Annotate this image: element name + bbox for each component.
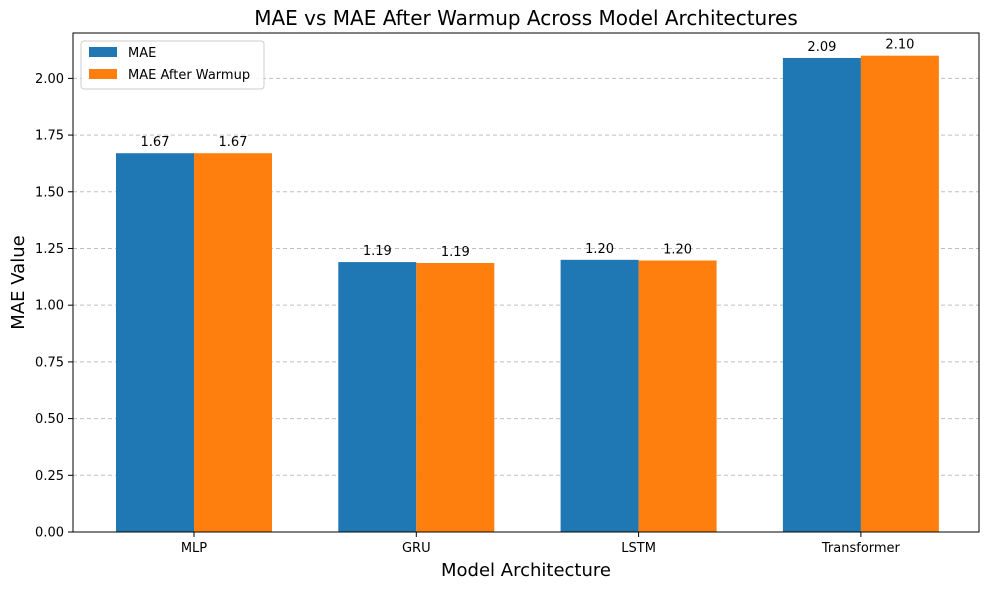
x-axis-ticks: MLP GRU LSTM Transformer	[181, 532, 901, 556]
legend-label-mae-after-warmup: MAE After Warmup	[128, 68, 250, 83]
y-tick-label: 0.25	[35, 469, 64, 484]
legend-box	[80, 40, 265, 90]
y-tick-label: 0.50	[35, 412, 64, 427]
y-tick-label: 1.25	[35, 242, 64, 257]
bar-mae-gru	[338, 262, 417, 532]
legend-swatch-mae	[89, 47, 117, 57]
bar-mae-lstm	[560, 259, 639, 532]
bar-value-label: 1.67	[219, 135, 248, 150]
y-tick-label: 1.75	[35, 129, 64, 144]
legend-label-mae: MAE	[128, 46, 156, 61]
bar-value-labels: 1.67 1.67 1.19 1.19 1.20 1.20 2.09 2.10	[141, 38, 915, 260]
bars	[116, 55, 939, 533]
bar-value-label: 1.67	[141, 135, 170, 150]
bar-value-label: 2.10	[885, 38, 914, 53]
y-tick-label: 1.50	[35, 185, 64, 200]
y-tick-label: 0.75	[35, 355, 64, 370]
x-tick-label: GRU	[402, 541, 431, 556]
bar-value-label: 1.19	[363, 244, 392, 259]
bar-value-label: 1.20	[585, 242, 614, 257]
bar-value-label: 1.20	[663, 242, 692, 257]
bar-mae-after-warmup-lstm	[638, 260, 717, 532]
plot-area-frame	[72, 32, 980, 533]
y-axis-ticks: 0.00 0.25 0.50 0.75 1.00 1.25 1.50 1.75 2.00	[35, 72, 73, 541]
bar-value-label: 2.09	[807, 40, 836, 55]
legend-swatch-mae-after-warmup	[89, 69, 117, 79]
bar-mae-mlp	[116, 153, 194, 533]
x-axis-label: Model Architecture	[441, 560, 611, 581]
x-tick-label: MLP	[181, 541, 207, 556]
y-tick-label: 2.00	[35, 72, 64, 87]
bar-mae-transformer	[782, 57, 861, 532]
bar-mae-after-warmup-mlp	[194, 153, 272, 533]
chart-title: MAE vs MAE After Warmup Across Model Arc…	[254, 6, 798, 30]
y-tick-label: 0.00	[35, 526, 64, 541]
y-axis-label: MAE Value	[8, 235, 29, 329]
bar-mae-after-warmup-transformer	[860, 55, 939, 532]
x-tick-label: LSTM	[621, 541, 656, 556]
y-tick-label: 1.00	[35, 299, 64, 314]
x-tick-label: Transformer	[821, 541, 901, 556]
bar-mae-after-warmup-gru	[416, 262, 495, 532]
legend: MAE MAE After Warmup	[80, 40, 265, 90]
bar-value-label: 1.19	[441, 245, 470, 260]
